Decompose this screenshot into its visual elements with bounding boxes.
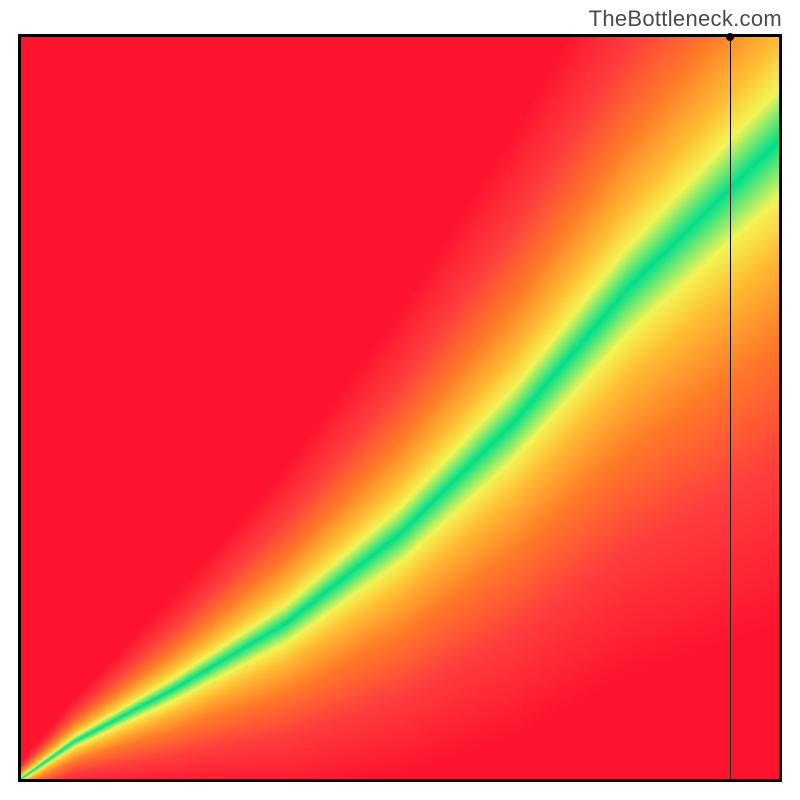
marker-dot xyxy=(726,33,734,41)
heatmap-plot xyxy=(18,34,782,782)
watermark-text: TheBottleneck.com xyxy=(589,6,782,32)
heatmap-canvas xyxy=(21,37,779,779)
marker-vertical-line xyxy=(730,37,731,779)
